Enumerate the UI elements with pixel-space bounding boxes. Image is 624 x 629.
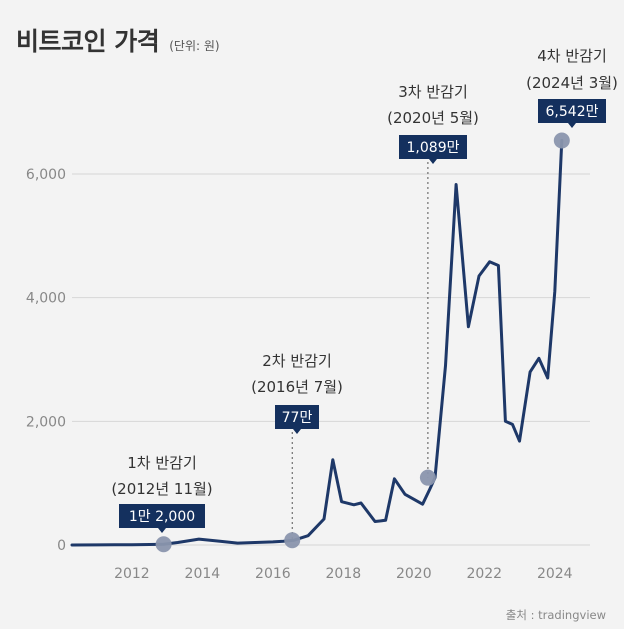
chart-header: 비트코인 가격 (단위: 원) (16, 22, 220, 58)
x-tick-label: 2018 (326, 566, 362, 582)
value-badge-text: 77만 (282, 410, 313, 426)
x-tick-label: 2022 (466, 566, 502, 582)
value-badge-pointer (293, 429, 301, 434)
value-badge-text: 6,542만 (546, 104, 599, 120)
value-badge-text: 1,089만 (407, 140, 460, 156)
x-tick-label: 2016 (255, 566, 291, 582)
halving-label: 2차 반감기 (262, 352, 332, 370)
halving-date-label: (2016년 7월) (251, 378, 343, 396)
value-badge (538, 99, 606, 123)
x-tick-label: 2024 (537, 566, 573, 582)
y-tick-label: 2,000 (26, 414, 66, 430)
value-badge-pointer (158, 528, 166, 533)
y-tick-label: 0 (57, 538, 66, 554)
halving-label: 1차 반감기 (127, 454, 197, 472)
halving-label: 3차 반감기 (398, 83, 468, 101)
halving-marker (553, 132, 570, 149)
price-line (70, 139, 564, 547)
y-tick-label: 6,000 (26, 167, 66, 183)
value-badge-text: 1만 2,000 (129, 509, 195, 525)
value-badge (119, 504, 205, 528)
x-tick-label: 2020 (396, 566, 432, 582)
halving-date-label: (2024년 3월) (526, 74, 618, 92)
value-badge (399, 135, 467, 159)
chart-title: 비트코인 가격 (16, 27, 160, 56)
x-tick-label: 2012 (114, 566, 150, 582)
halving-marker (419, 469, 436, 486)
value-badge-pointer (568, 123, 576, 128)
halving-marker (284, 532, 301, 549)
value-badge-pointer (429, 159, 437, 164)
halving-label: 4차 반감기 (537, 47, 607, 65)
halving-date-label: (2012년 11월) (111, 480, 212, 498)
halving-marker (155, 536, 172, 553)
value-badge (275, 405, 319, 429)
source-label: 출처 : tradingview (505, 608, 606, 622)
x-tick-label: 2014 (185, 566, 221, 582)
y-tick-label: 4,000 (26, 291, 66, 307)
unit-label: (단위: 원) (169, 39, 220, 53)
halving-date-label: (2020년 5월) (387, 109, 479, 127)
